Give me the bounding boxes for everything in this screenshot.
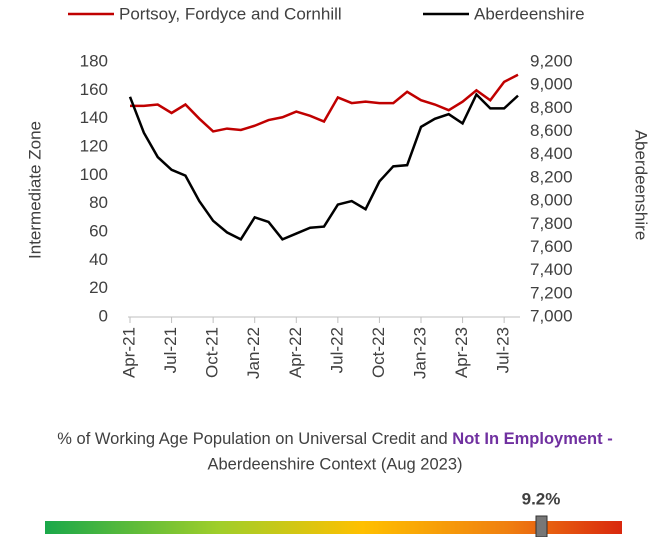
- x-tick-label: Jul-23: [494, 327, 513, 373]
- y2-tick-label: 7,000: [530, 306, 573, 325]
- x-tick-label: Apr-22: [286, 327, 305, 378]
- x-tick-label: Apr-21: [119, 327, 138, 378]
- y2-tick-label: 7,600: [530, 237, 573, 256]
- y-tick-label: 80: [89, 193, 108, 212]
- caption-emphasis: Not In Employment -: [452, 430, 612, 448]
- y-tick-label: 140: [80, 108, 108, 127]
- caption-line2: Aberdeenshire Context (Aug 2023): [208, 455, 463, 473]
- y2-tick-label: 8,400: [530, 144, 573, 163]
- marker: [535, 515, 548, 537]
- x-tick-label: Jan-22: [244, 327, 263, 379]
- x-tick-label: Oct-22: [369, 327, 388, 378]
- y2-tick-label: 8,600: [530, 121, 573, 140]
- y-tick-label: 40: [89, 250, 108, 269]
- y2-tick-label: 8,800: [530, 98, 573, 117]
- y-tick-label: 120: [80, 136, 108, 155]
- y2-tick-label: 9,000: [530, 75, 573, 94]
- caption: % of Working Age Population on Universal…: [57, 430, 612, 448]
- series-line: [130, 73, 519, 133]
- y2-tick-label: 9,200: [530, 51, 573, 70]
- x-tick-label: Jul-22: [327, 327, 346, 373]
- y2-tick-label: 7,200: [530, 283, 573, 302]
- y-tick-label: 100: [80, 165, 108, 184]
- x-tick-label: Apr-23: [452, 327, 471, 378]
- y-tick-label: 20: [89, 278, 108, 297]
- legend-label: Portsoy, Fordyce and Cornhill: [119, 4, 342, 23]
- y2-axis-title: Aberdeenshire: [632, 130, 651, 241]
- y-axis-title: Intermediate Zone: [25, 121, 44, 259]
- legend-label: Aberdeenshire: [474, 4, 585, 23]
- gradient-bar: [45, 521, 622, 534]
- y-tick-label: 60: [89, 221, 108, 240]
- y-tick-label: 160: [80, 80, 108, 99]
- y-tick-label: 0: [99, 306, 108, 325]
- y2-tick-label: 7,800: [530, 214, 573, 233]
- y-tick-label: 180: [80, 51, 108, 70]
- x-tick-label: Oct-21: [203, 327, 222, 378]
- marker-label: 9.2%: [522, 489, 561, 508]
- caption-text: % of Working Age Population on Universal…: [57, 430, 452, 448]
- x-tick-label: Jul-21: [161, 327, 180, 373]
- y2-tick-label: 8,000: [530, 191, 573, 210]
- y2-tick-label: 8,200: [530, 167, 573, 186]
- series-line: [128, 92, 519, 241]
- x-tick-label: Jan-23: [410, 327, 429, 379]
- y2-tick-label: 7,400: [530, 260, 573, 279]
